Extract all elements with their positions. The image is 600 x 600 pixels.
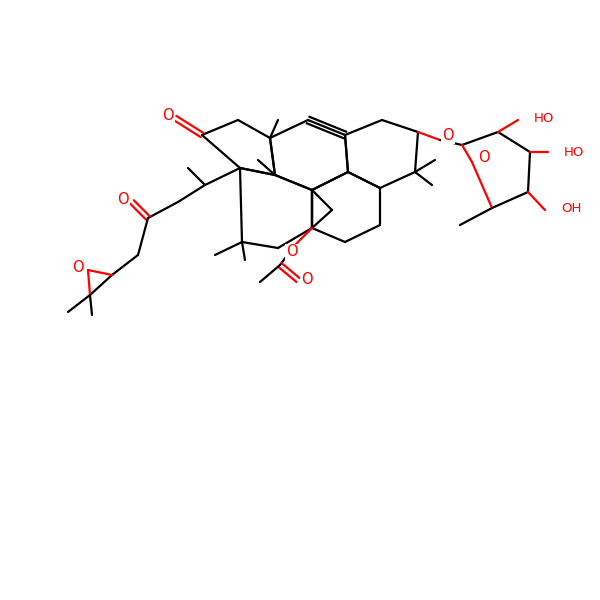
- Text: O: O: [162, 107, 174, 122]
- Text: OH: OH: [561, 202, 581, 215]
- Text: O: O: [442, 128, 454, 143]
- Text: O: O: [117, 193, 129, 208]
- Text: O: O: [301, 271, 313, 286]
- Text: HO: HO: [564, 145, 584, 158]
- Text: O: O: [72, 260, 84, 275]
- Text: O: O: [286, 245, 298, 259]
- Text: HO: HO: [534, 112, 554, 124]
- Text: O: O: [478, 149, 490, 164]
